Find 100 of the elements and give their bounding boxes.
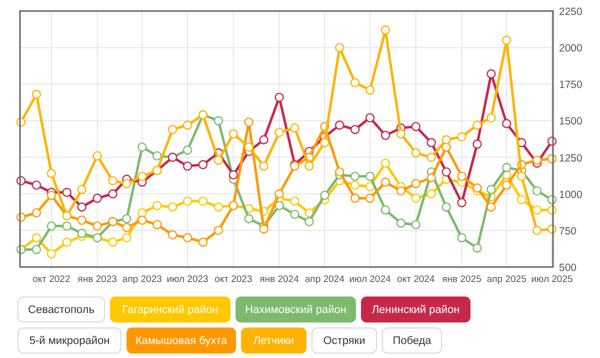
- point: [77, 184, 86, 194]
- x-tick-label: окт 2024: [397, 274, 435, 285]
- point: [502, 119, 512, 128]
- point: [152, 151, 162, 160]
- point: [92, 221, 102, 231]
- point: [152, 200, 162, 210]
- point: [457, 198, 466, 208]
- point: [365, 172, 375, 181]
- point: [472, 120, 482, 130]
- point: [516, 172, 526, 181]
- x-tick-label: окт 2023: [214, 274, 252, 285]
- point: [92, 151, 102, 160]
- point: [152, 220, 162, 230]
- point: [138, 142, 147, 152]
- point: [77, 216, 86, 225]
- point: [411, 148, 420, 158]
- point: [350, 78, 360, 88]
- point: [32, 233, 42, 242]
- y-tick-label: 1250: [559, 152, 583, 164]
- point: [182, 161, 192, 171]
- point: [516, 195, 526, 204]
- point: [32, 208, 42, 218]
- text: Камышовая бухта: [135, 335, 228, 347]
- point: [320, 138, 330, 148]
- x-tick-label: апр 2024: [304, 274, 344, 285]
- point: [457, 172, 466, 181]
- point: [350, 180, 360, 190]
- point: [532, 226, 542, 236]
- point: [214, 226, 224, 236]
- point: [304, 217, 314, 226]
- text: Севастополь: [28, 304, 95, 316]
- y-tick-label: 2250: [559, 6, 583, 18]
- point: [108, 189, 118, 198]
- point: [396, 218, 406, 228]
- point: [472, 243, 482, 253]
- point: [46, 221, 56, 231]
- y-tick-label: 1500: [559, 116, 583, 128]
- point: [411, 122, 420, 132]
- y-tick-label: 1750: [559, 79, 583, 92]
- point: [472, 183, 482, 193]
- text: Ленинский район: [372, 304, 460, 316]
- point: [182, 145, 192, 155]
- point: [32, 90, 42, 99]
- point: [350, 124, 360, 134]
- point: [502, 180, 512, 190]
- point: [350, 172, 360, 181]
- point: [426, 152, 436, 162]
- x-tick-label: июл 2025: [531, 274, 573, 285]
- point: [532, 205, 542, 215]
- point: [335, 120, 344, 130]
- point: [442, 202, 451, 212]
- point: [274, 200, 284, 210]
- x-tick-label: янв 2025: [442, 274, 482, 285]
- point: [77, 228, 86, 238]
- y-tick-label: 500: [559, 262, 577, 274]
- x-tick-label: апр 2023: [122, 274, 162, 285]
- point: [92, 194, 102, 203]
- point: [108, 176, 118, 186]
- point: [138, 172, 147, 181]
- point: [228, 129, 238, 138]
- point: [168, 202, 178, 212]
- point: [198, 238, 208, 247]
- point: [442, 167, 451, 177]
- point: [122, 222, 132, 232]
- point: [122, 233, 132, 242]
- point: [198, 196, 208, 206]
- point: [290, 210, 300, 219]
- point: [380, 158, 390, 168]
- point: [168, 124, 178, 134]
- point: [335, 42, 344, 52]
- point: [486, 113, 496, 122]
- point: [46, 249, 56, 258]
- point: [335, 167, 344, 177]
- point: [365, 194, 375, 203]
- point: [320, 190, 330, 200]
- point: [168, 230, 178, 240]
- point: [411, 220, 420, 230]
- point: [62, 238, 72, 247]
- point: [228, 170, 238, 180]
- point: [138, 216, 147, 225]
- point: [426, 189, 436, 198]
- text: Гагаринский район: [122, 304, 218, 316]
- point: [274, 128, 284, 138]
- point: [396, 129, 406, 138]
- point: [457, 233, 466, 242]
- y-tick-label: 1000: [559, 188, 583, 201]
- point: [472, 140, 482, 149]
- point: [259, 224, 268, 234]
- point: [182, 233, 192, 242]
- point: [411, 194, 420, 203]
- text: Победа: [392, 335, 432, 347]
- point: [32, 180, 42, 190]
- point: [62, 221, 72, 231]
- point: [502, 162, 512, 172]
- point: [182, 120, 192, 130]
- y-tick-label: 750: [559, 225, 577, 238]
- point: [411, 179, 420, 188]
- y-tick-label: 2000: [559, 42, 583, 55]
- point: [108, 238, 118, 247]
- point: [46, 168, 56, 178]
